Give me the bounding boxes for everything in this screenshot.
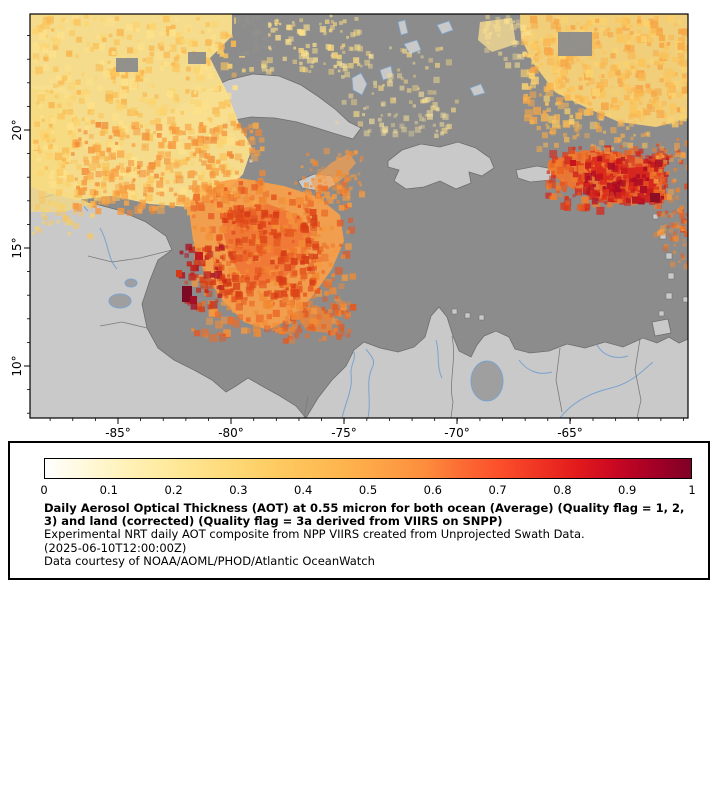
- colorbar-tick-label: 0: [40, 483, 48, 497]
- colorbar-tick-label: 0.3: [229, 483, 248, 497]
- colorbar-tick-label: 0.1: [99, 483, 118, 497]
- colorbar-gradient: [44, 458, 692, 479]
- map-axes: -85° -80° -75° -70° -65° 20° 15° 10°: [10, 35, 684, 440]
- caption-title: Daily Aerosol Optical Thickness (AOT) at…: [44, 501, 685, 529]
- colorbar-tick-label: 0.5: [358, 483, 378, 497]
- colorbar-tick-label: 0.7: [488, 483, 507, 497]
- map-frame: [29, 13, 689, 419]
- colorbar-tick-label: 0.4: [294, 483, 313, 497]
- colorbar-tick-label: 0.8: [553, 483, 572, 497]
- colorbar-tick-labels: 0 0.1 0.2 0.3 0.4 0.5 0.6 0.7 0.8 0.9 1: [40, 483, 696, 497]
- land-layer: [30, 19, 688, 418]
- legend-panel: 0 0.1 0.2 0.3 0.4 0.5 0.6 0.7 0.8 0.9 1 Daily Aero…: [8, 441, 710, 580]
- lat-tick-label: 20°: [10, 119, 24, 140]
- lon-tick-label: -75°: [331, 426, 357, 440]
- lon-tick-label: -85°: [105, 426, 131, 440]
- lon-tick-label: -65°: [557, 426, 583, 440]
- lon-tick-label: -70°: [444, 426, 470, 440]
- aerosol-layer: [30, 14, 688, 344]
- figure-caption: Daily Aerosol Optical Thickness (AOT) at…: [44, 501, 696, 568]
- caption-timestamp: (2025-06-10T12:00:00Z): [44, 540, 187, 555]
- colorbar-tick-label: 0.6: [423, 483, 442, 497]
- caribbean-aot-map: -85° -80° -75° -70° -65° 20° 15° 10°: [10, 13, 689, 440]
- colorbar-tick-label: 0.9: [618, 483, 637, 497]
- lat-tick-label: 15°: [10, 237, 24, 258]
- colorbar-tick-label: 1: [688, 483, 696, 497]
- caption-credit: Data courtesy of NOAA/AOML/PHOD/Atlantic…: [44, 553, 375, 568]
- colorbar-tick-label: 0.2: [164, 483, 183, 497]
- caption-subtitle: Experimental NRT daily AOT composite fro…: [44, 527, 585, 542]
- lon-tick-label: -80°: [218, 426, 244, 440]
- lat-tick-label: 10°: [10, 355, 24, 376]
